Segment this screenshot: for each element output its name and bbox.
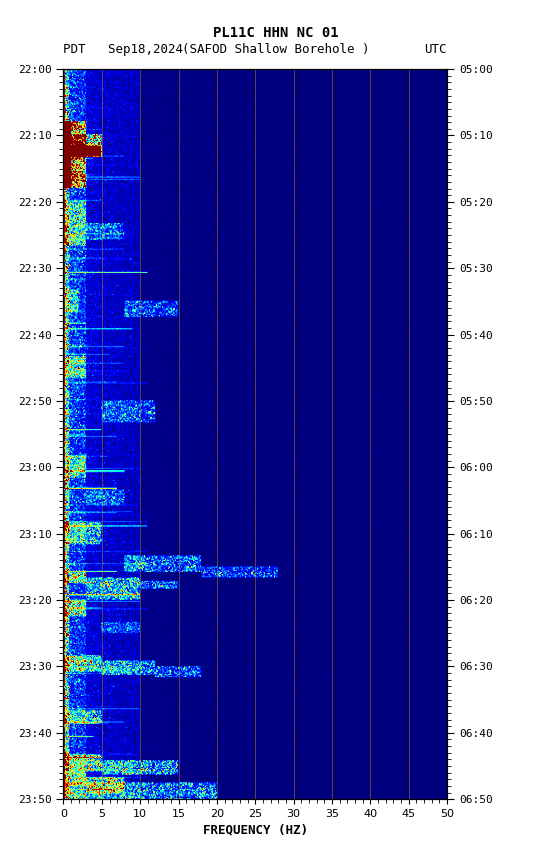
Text: (SAFOD Shallow Borehole ): (SAFOD Shallow Borehole ) — [182, 43, 370, 56]
Text: PL11C HHN NC 01: PL11C HHN NC 01 — [213, 26, 339, 40]
X-axis label: FREQUENCY (HZ): FREQUENCY (HZ) — [203, 823, 308, 836]
Text: PDT   Sep18,2024: PDT Sep18,2024 — [63, 43, 183, 56]
Text: UTC: UTC — [424, 43, 447, 56]
